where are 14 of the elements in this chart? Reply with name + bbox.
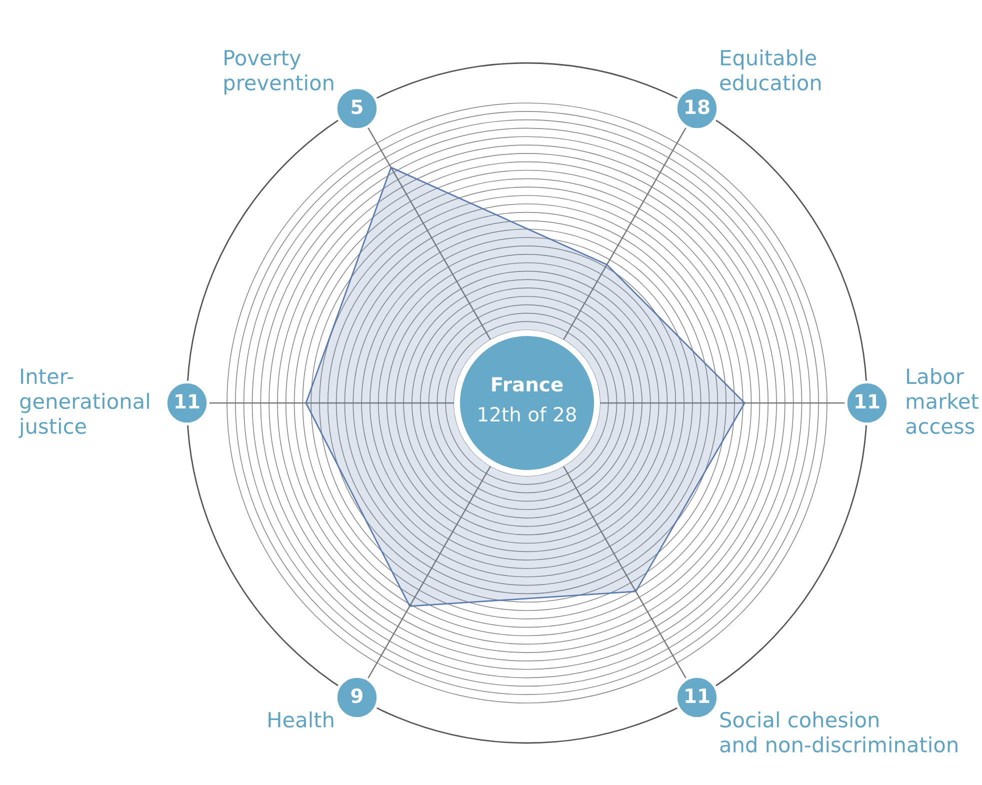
- text: 11: [176, 394, 200, 408]
- text: 11: [686, 688, 710, 703]
- spoke-label: Equitable education: [720, 49, 821, 91]
- spoke-label: Health: [268, 711, 334, 728]
- spoke-label: Poverty prevention: [224, 50, 334, 95]
- text: 18: [686, 99, 710, 114]
- text: France: [492, 377, 563, 392]
- spoke-label: Social cohesion and non-discrimination: [720, 711, 958, 752]
- spoke-label: Labor market access: [906, 368, 978, 434]
- text: 9: [351, 688, 363, 704]
- text: 12th of 28: [478, 406, 576, 422]
- spoke-label: Inter- generational justice: [18, 368, 149, 438]
- text: 11: [856, 394, 880, 408]
- text: 5: [352, 100, 362, 114]
